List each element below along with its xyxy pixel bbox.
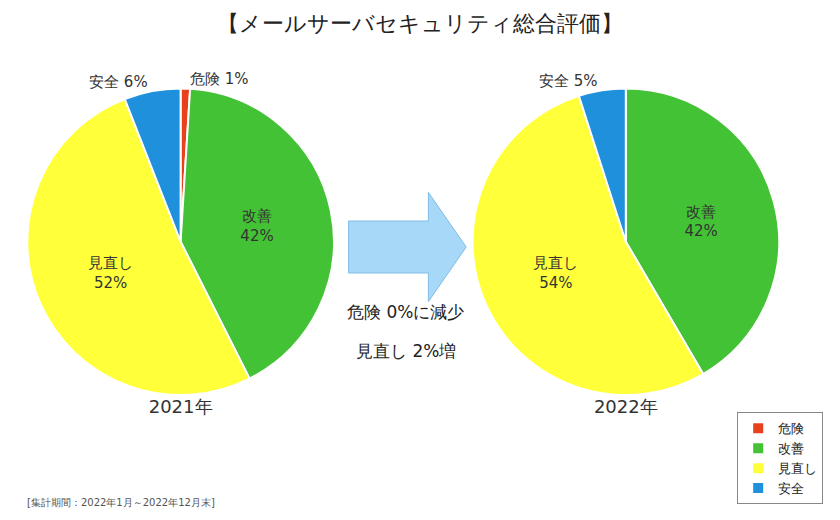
svg-text:改善42%: 改善42% xyxy=(240,207,273,245)
svg-text:2022年: 2022年 xyxy=(594,396,658,417)
svg-text:2021年: 2021年 xyxy=(149,396,213,417)
svg-text:危険: 危険 xyxy=(778,421,804,436)
svg-text:危険 0%に減少: 危険 0%に減少 xyxy=(347,302,464,322)
svg-text:安全 5%: 安全 5% xyxy=(539,72,598,90)
svg-text:危険 1%: 危険 1% xyxy=(190,70,249,88)
svg-text:安全 6%: 安全 6% xyxy=(89,73,148,91)
svg-text:見直し54%: 見直し54% xyxy=(533,254,578,292)
svg-text:[集計期間：2022年1月～2022年12月末]: [集計期間：2022年1月～2022年12月末] xyxy=(27,497,215,508)
svg-text:見直し: 見直し xyxy=(778,461,817,476)
svg-text:【メールサーバセキュリティ総合評価】: 【メールサーバセキュリティ総合評価】 xyxy=(217,11,623,36)
svg-text:改善: 改善 xyxy=(778,441,804,456)
svg-text:改善42%: 改善42% xyxy=(684,203,717,241)
svg-text:見直し 2%増: 見直し 2%増 xyxy=(356,341,456,361)
svg-text:安全: 安全 xyxy=(778,481,804,496)
svg-text:見直し52%: 見直し52% xyxy=(88,254,133,292)
